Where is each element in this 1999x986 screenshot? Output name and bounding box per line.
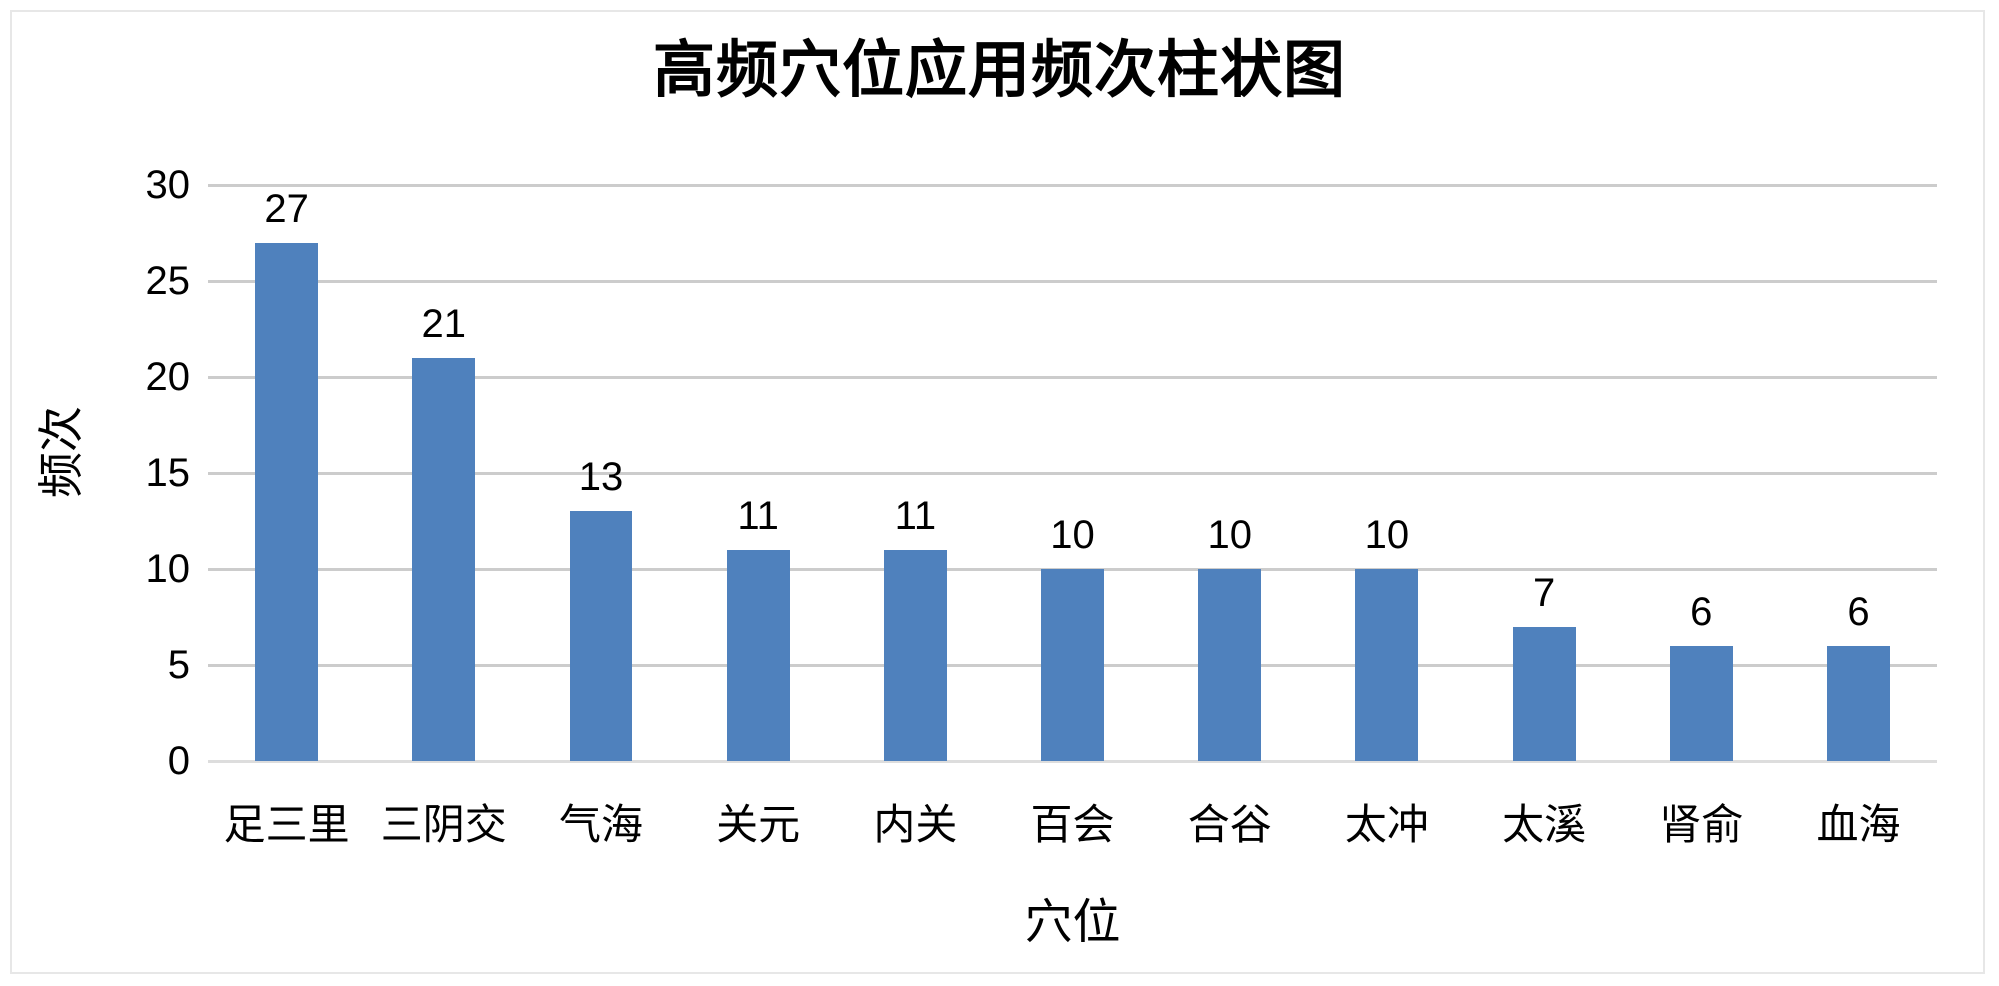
bar-group: 6 <box>1780 185 1937 761</box>
x-tick-label: 内关 <box>873 803 958 849</box>
bar-group: 10 <box>1151 185 1308 761</box>
gridline <box>208 472 1937 475</box>
x-tick-label: 关元 <box>716 803 801 849</box>
x-axis-title: 穴位 <box>1024 896 1121 949</box>
plot-area: 27 21 13 11 11 10 10 10 7 6 6 <box>208 184 1937 763</box>
x-tick-label: 血海 <box>1816 803 1901 849</box>
baseline <box>208 760 1937 763</box>
y-tick-label: 30 <box>145 163 191 207</box>
x-tick-label: 三阴交 <box>380 803 507 849</box>
y-tick-label: 5 <box>167 643 190 687</box>
bar <box>1198 569 1262 761</box>
bar <box>255 242 319 761</box>
x-axis-tick-labels: 足三里 三阴交 气海 关元 内关 百会 合谷 太冲 太溪 肾俞 血海 <box>208 802 1937 850</box>
x-tick-label: 足三里 <box>223 803 350 849</box>
bar-group: 13 <box>522 185 679 761</box>
y-tick-label: 0 <box>167 739 190 783</box>
bar-value-label: 11 <box>894 493 937 538</box>
chart-title: 高频穴位应用频次柱状图 <box>652 37 1346 105</box>
bar <box>726 549 790 761</box>
bar-value-label: 10 <box>1207 513 1252 557</box>
bar <box>1512 626 1576 761</box>
bar-value-label: 10 <box>1364 513 1410 557</box>
x-tick-label: 肾俞 <box>1659 803 1744 849</box>
gridline <box>208 184 1937 187</box>
y-tick-label: 10 <box>145 547 191 591</box>
bar-value-label: 6 <box>1847 589 1870 634</box>
gridline <box>208 279 1937 283</box>
x-tick-label: 太溪 <box>1502 803 1587 849</box>
y-tick-label: 20 <box>145 355 191 399</box>
bar <box>1669 645 1733 761</box>
bar-group: 11 <box>680 185 837 761</box>
bar <box>569 511 633 761</box>
x-tick-label: 合谷 <box>1187 803 1272 849</box>
bar-value-label: 11 <box>737 493 779 538</box>
bar-group: 10 <box>1308 185 1465 761</box>
x-tick-label: 百会 <box>1030 803 1115 849</box>
bar <box>1355 569 1419 761</box>
bar-group: 11 <box>837 185 994 761</box>
bar <box>1827 645 1890 761</box>
bar <box>883 549 947 761</box>
bar-value-label: 7 <box>1532 570 1556 615</box>
y-axis-tick-labels: 0 5 10 15 20 25 30 <box>0 163 191 783</box>
bar-value-label: 10 <box>1050 513 1095 557</box>
bar <box>1041 569 1104 761</box>
bar-group: 27 <box>208 185 365 761</box>
bar-value-label: 6 <box>1690 589 1713 634</box>
bar-group: 10 <box>994 185 1151 761</box>
bar-group: 21 <box>365 185 522 761</box>
bar-series: 27 21 13 11 11 10 10 10 7 6 6 <box>208 185 1937 761</box>
x-tick-label: 气海 <box>558 803 643 849</box>
bar-value-label: 21 <box>421 301 467 346</box>
y-tick-label: 15 <box>145 451 191 495</box>
bar-value-label: 27 <box>264 186 309 231</box>
gridline <box>208 375 1937 379</box>
y-tick-label: 25 <box>145 259 191 303</box>
bar-group: 6 <box>1623 185 1780 761</box>
bar-group: 7 <box>1466 185 1623 761</box>
x-tick-label: 太冲 <box>1344 803 1429 849</box>
bar-value-label: 13 <box>578 455 624 500</box>
bar <box>412 357 476 761</box>
